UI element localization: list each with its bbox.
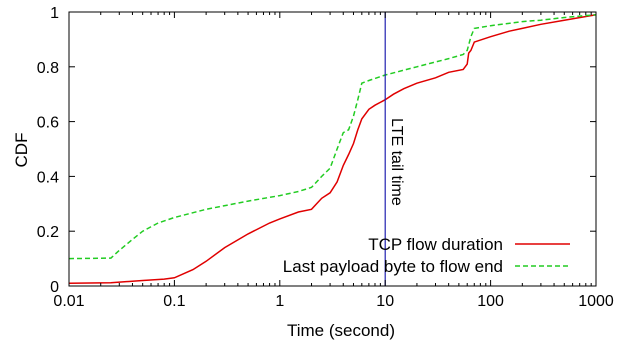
legend-label-tcp-flow-duration: TCP flow duration	[368, 235, 503, 254]
y-tick-label: 0.8	[37, 60, 59, 77]
x-tick-label: 1	[275, 293, 284, 310]
series-line-last-payload-byte	[68, 13, 597, 260]
x-axis-title: Time (second)	[287, 321, 395, 340]
y-tick-label: 0.6	[37, 115, 59, 132]
y-tick-label: 0	[50, 279, 59, 296]
series-line-tcp-flow-duration	[68, 13, 597, 285]
y-tick-label: 1	[50, 5, 59, 22]
y-tick-label: 0.2	[37, 224, 59, 241]
y-tick-label: 0.4	[37, 169, 59, 186]
x-tick-label: 100	[477, 293, 504, 310]
lte-tail-time-label: LTE tail time	[388, 118, 405, 206]
plot-frame	[68, 11, 597, 287]
x-tick-label: 0.01	[53, 293, 84, 310]
x-tick-label: 10	[376, 293, 394, 310]
legend-label-last-payload-byte: Last payload byte to flow end	[283, 257, 503, 276]
x-tick-label: 1000	[578, 293, 614, 310]
x-tick-label: 0.1	[163, 293, 185, 310]
legend: TCP flow duration Last payload byte to f…	[283, 235, 570, 276]
y-axis-title: CDF	[12, 133, 31, 168]
